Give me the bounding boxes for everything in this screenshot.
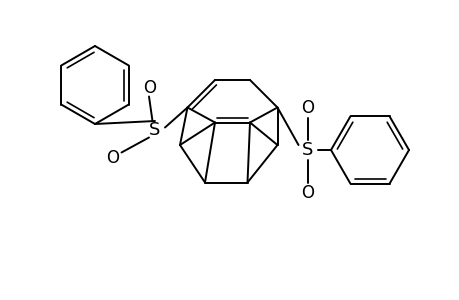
Text: O: O — [300, 98, 313, 116]
Text: S: S — [149, 121, 160, 139]
Text: O: O — [106, 148, 119, 166]
Text: O: O — [300, 184, 313, 202]
Text: O: O — [143, 79, 156, 97]
Text: S: S — [301, 141, 313, 159]
